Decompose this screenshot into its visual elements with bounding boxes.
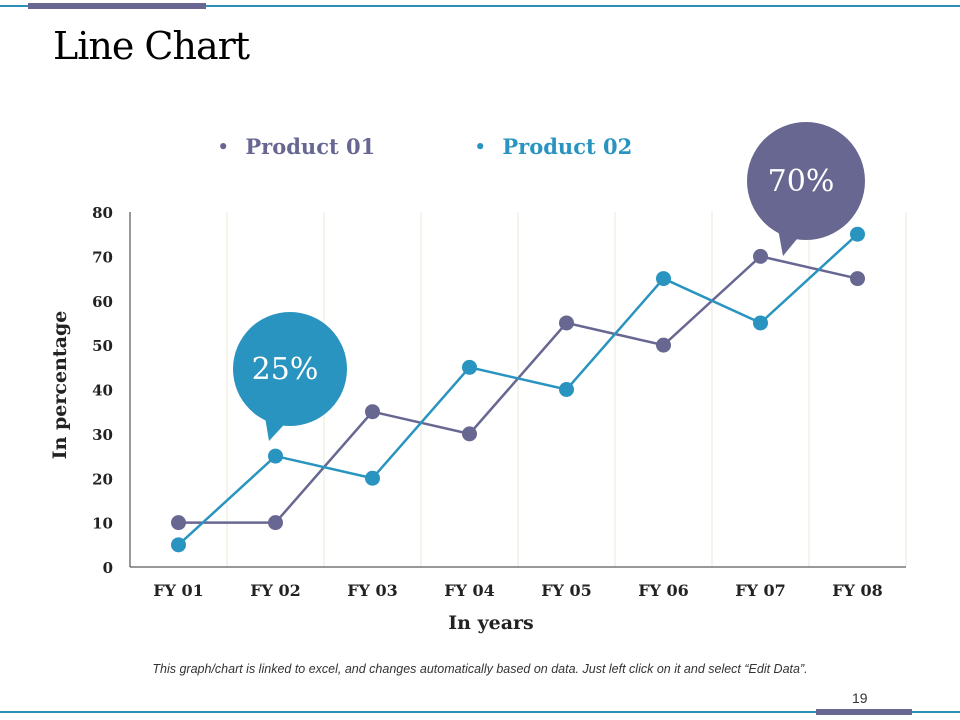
data-point <box>268 515 283 531</box>
legend-label-product-02: Product 02 <box>502 134 633 159</box>
callout-bubble <box>233 312 347 426</box>
data-point <box>268 448 283 464</box>
legend-item-product-01: • Product 01 <box>217 134 375 159</box>
callout-label: 25% <box>252 352 319 387</box>
y-tick-label: 60 <box>92 293 113 311</box>
page-number: 19 <box>852 690 868 706</box>
y-tick-label: 40 <box>92 382 113 400</box>
x-tick-label: FY 08 <box>832 581 883 600</box>
callout-bubble <box>747 122 865 240</box>
data-point <box>753 248 768 264</box>
x-axis-title: In years <box>448 612 533 634</box>
x-tick-label: FY 05 <box>541 581 592 600</box>
data-point <box>365 470 380 486</box>
y-tick-label: 80 <box>92 204 113 222</box>
y-tick-label: 30 <box>92 426 113 444</box>
legend-label-product-01: Product 01 <box>245 134 376 159</box>
page-title: Line Chart <box>53 24 250 68</box>
data-point <box>365 404 380 420</box>
data-point <box>559 382 574 397</box>
top-rule <box>0 5 960 7</box>
bottom-rule <box>0 711 960 713</box>
y-tick-label: 20 <box>92 470 113 488</box>
data-point <box>171 537 186 553</box>
data-point <box>559 315 574 331</box>
data-point <box>753 315 768 331</box>
legend-bullet-icon: • <box>474 135 487 159</box>
y-tick-label: 70 <box>92 248 113 266</box>
series-line-product-02 <box>177 233 859 546</box>
data-point <box>656 271 671 287</box>
data-point <box>850 271 865 287</box>
y-tick-label: 50 <box>92 337 113 355</box>
data-point <box>850 226 865 242</box>
legend-bullet-icon: • <box>217 135 230 159</box>
x-tick-label: FY 02 <box>250 581 301 600</box>
y-tick-label: 10 <box>92 515 113 533</box>
y-axis-title: In percentage <box>49 311 71 460</box>
data-point <box>171 515 186 531</box>
top-accent-bar <box>28 3 206 9</box>
data-point <box>656 337 671 353</box>
y-tick-label: 0 <box>103 559 113 577</box>
footnote: This graph/chart is linked to excel, and… <box>152 662 808 676</box>
data-point <box>462 426 477 442</box>
data-point <box>462 359 477 375</box>
callout-label: 70% <box>768 164 835 199</box>
x-tick-label: FY 01 <box>153 581 204 600</box>
x-tick-label: FY 07 <box>735 581 786 600</box>
x-tick-label: FY 06 <box>638 581 689 600</box>
legend-item-product-02: • Product 02 <box>474 134 632 159</box>
x-tick-label: FY 03 <box>347 581 398 600</box>
x-tick-label: FY 04 <box>444 581 495 600</box>
bottom-accent-bar <box>816 709 912 715</box>
